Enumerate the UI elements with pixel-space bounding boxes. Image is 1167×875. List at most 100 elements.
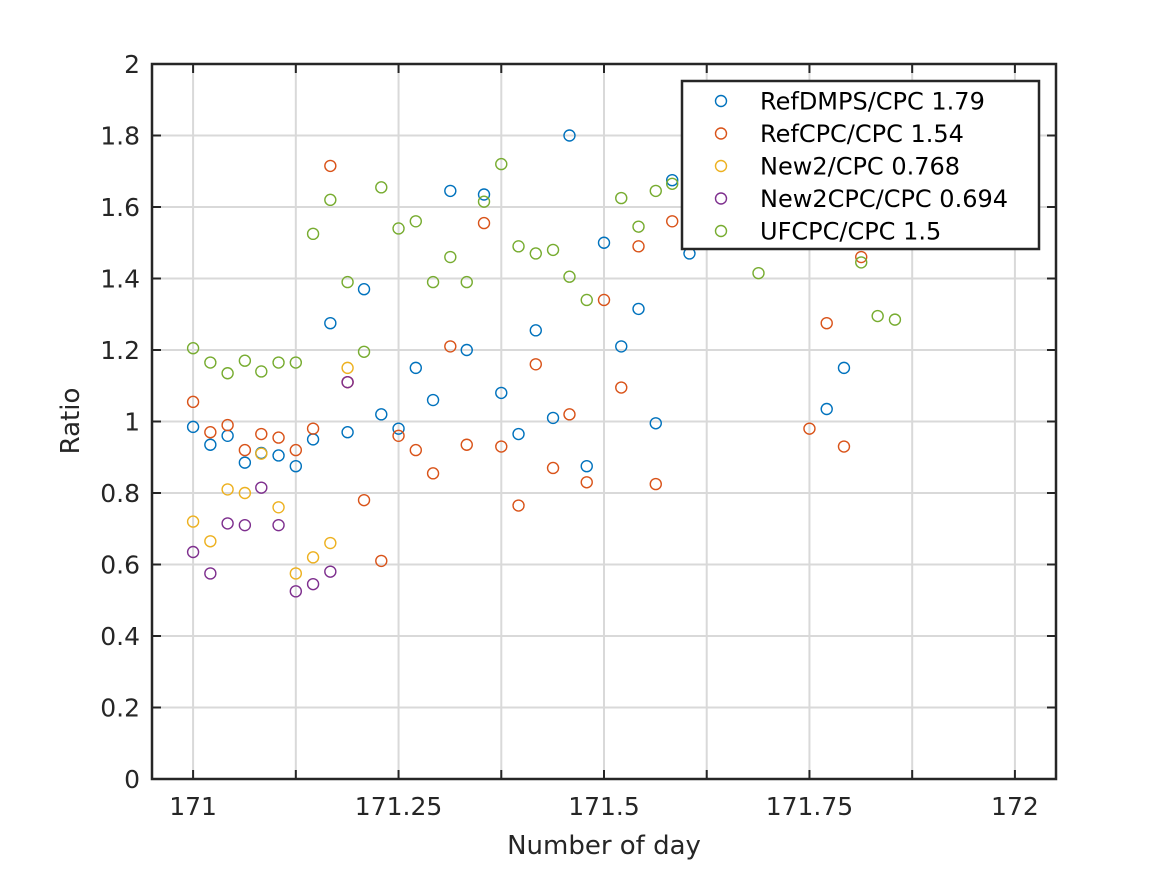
data-point [255, 481, 268, 494]
data-point [460, 343, 473, 357]
data-point [341, 426, 354, 439]
data-point [444, 184, 457, 198]
data-point [255, 365, 268, 378]
legend-label: RefDMPS/CPC 1.79 [760, 88, 985, 116]
data-point [460, 275, 473, 289]
series-2 [186, 159, 868, 568]
data-point [477, 195, 491, 208]
x-tick-label: 172 [991, 792, 1039, 821]
data-point [632, 220, 645, 233]
y-tick-label: 1.6 [100, 193, 140, 222]
data-point [512, 427, 525, 441]
y-tick-label: 1.8 [100, 122, 140, 151]
data-point [615, 340, 628, 353]
data-point [529, 324, 542, 337]
series-5 [186, 157, 902, 380]
data-point [375, 181, 388, 194]
data-point [272, 431, 285, 444]
data-point [221, 483, 234, 496]
data-point [186, 545, 200, 559]
data-point [477, 216, 491, 230]
data-point [357, 283, 371, 296]
data-point [460, 438, 473, 451]
data-point [597, 236, 611, 249]
data-point [306, 227, 320, 241]
data-point [289, 585, 303, 598]
x-tick-label: 171.25 [355, 792, 442, 821]
y-tick-label: 0.2 [100, 694, 140, 723]
data-point [444, 250, 457, 264]
data-point [324, 316, 337, 330]
data-point [324, 193, 337, 207]
data-point [238, 518, 252, 532]
data-point [186, 395, 200, 409]
data-point [204, 426, 217, 439]
data-point [272, 449, 285, 462]
data-point [186, 515, 200, 528]
data-point [392, 222, 405, 235]
data-point [409, 361, 423, 375]
data-point [341, 375, 354, 389]
data-point [289, 356, 303, 369]
data-point [649, 184, 662, 198]
legend-marker [714, 192, 728, 205]
data-point [392, 422, 405, 435]
data-point [375, 554, 388, 568]
data-point [357, 345, 371, 358]
legend: RefDMPS/CPC 1.79 RefCPC/CPC 1.54 New2/CPC … [680, 79, 1041, 251]
data-point [803, 422, 816, 435]
y-tick-label: 2 [124, 50, 140, 79]
x-tick-label: 171.5 [568, 792, 640, 821]
data-point [289, 443, 303, 457]
data-point [375, 408, 388, 421]
legend-label: New2CPC/CPC 0.694 [760, 185, 1008, 213]
data-point [632, 302, 645, 316]
data-point [272, 501, 285, 514]
data-point [426, 393, 440, 407]
x-tick-label: 171.75 [766, 792, 853, 821]
data-point [204, 438, 217, 451]
data-point [272, 518, 285, 532]
data-point [837, 440, 851, 453]
data-point [204, 535, 217, 548]
data-point [855, 256, 868, 269]
data-point [580, 293, 593, 307]
data-point [272, 356, 285, 369]
data-point [580, 459, 593, 473]
y-axis-label: Ratio [56, 388, 86, 455]
data-point [546, 243, 560, 257]
data-point [546, 461, 560, 475]
data-point [324, 159, 337, 173]
data-point [888, 313, 902, 326]
data-point [324, 565, 337, 578]
data-point [444, 340, 457, 353]
data-point [649, 477, 662, 491]
data-point [597, 293, 611, 307]
data-point [820, 316, 833, 330]
data-point [186, 420, 200, 434]
data-point [238, 486, 252, 500]
data-point [563, 270, 576, 283]
data-point [563, 129, 576, 142]
data-point [204, 356, 217, 369]
data-point [512, 499, 525, 512]
data-point [666, 215, 679, 228]
data-point [666, 173, 679, 187]
data-point [306, 422, 320, 435]
data-point [426, 467, 440, 480]
data-point [221, 418, 234, 432]
data-point [306, 551, 320, 564]
data-point [341, 275, 354, 289]
data-point [649, 417, 662, 430]
legend-marker [714, 224, 728, 238]
legend-label: UFCPC/CPC 1.5 [760, 218, 941, 246]
data-point [563, 408, 576, 421]
data-point [546, 411, 560, 425]
data-point [238, 443, 252, 457]
data-point [409, 215, 423, 228]
legend-marker [714, 94, 728, 108]
data-point [238, 354, 252, 367]
data-point [495, 386, 508, 400]
data-point [341, 361, 354, 375]
